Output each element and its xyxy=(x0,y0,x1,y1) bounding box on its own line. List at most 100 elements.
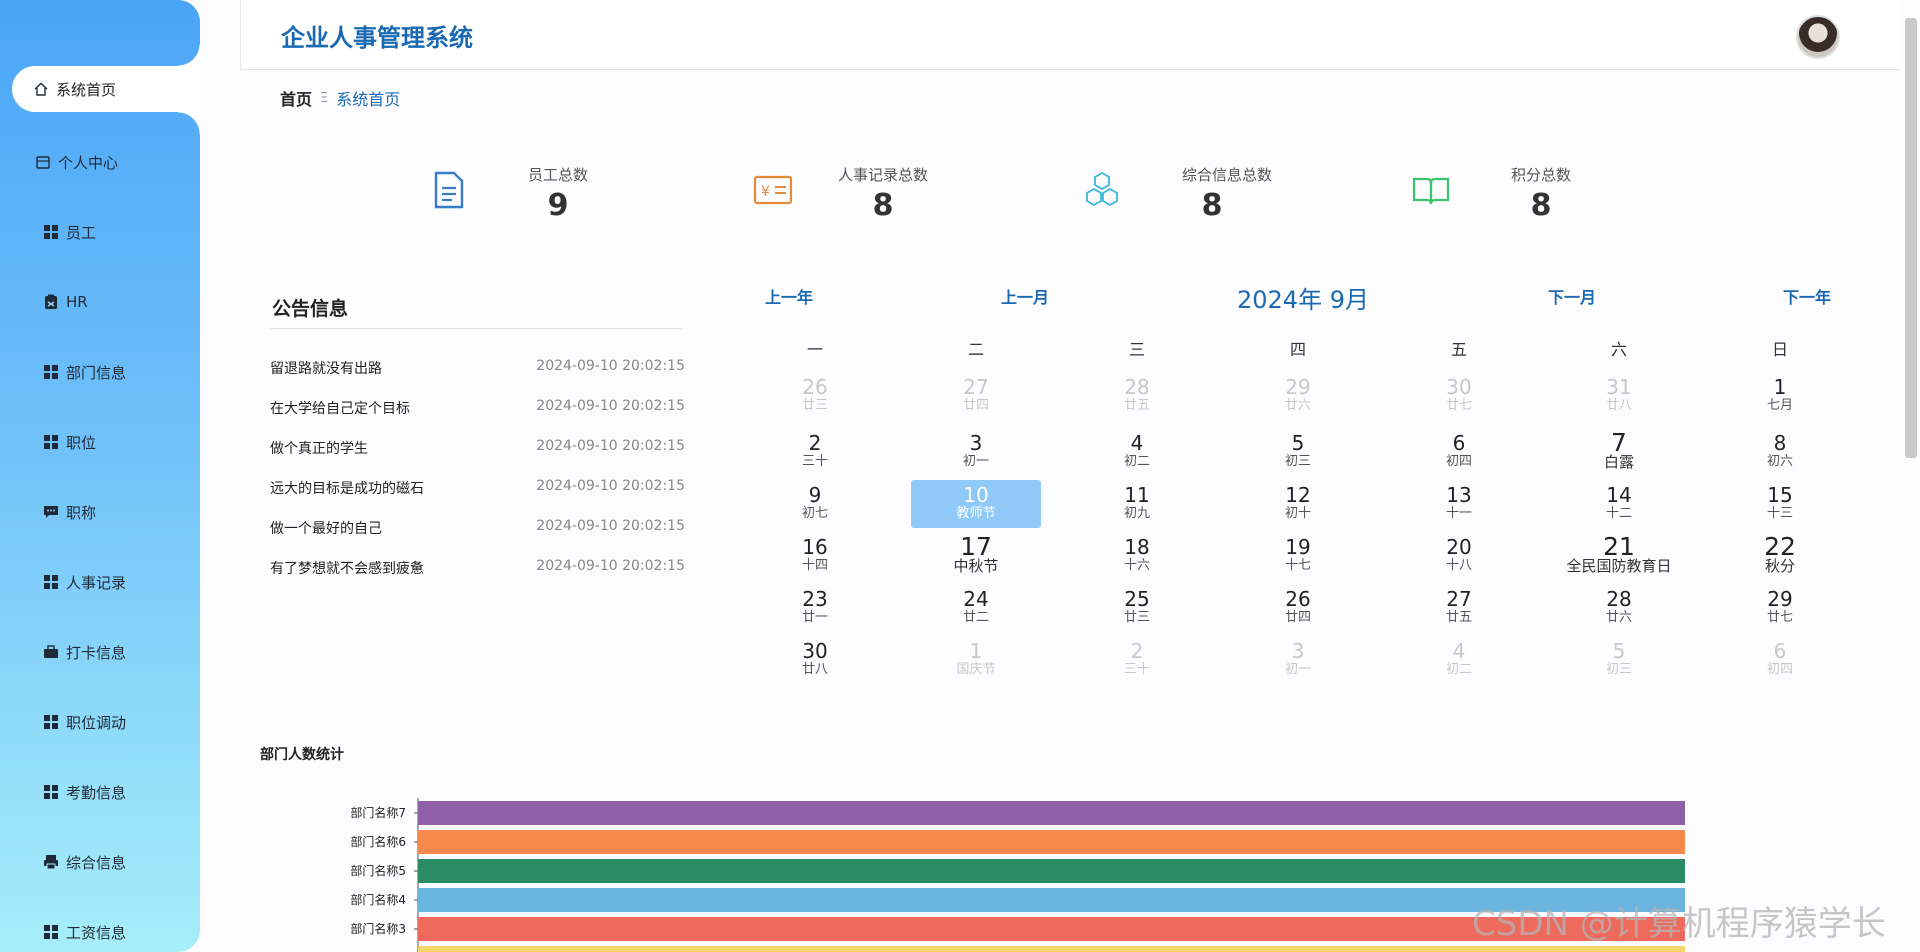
sidebar-item-label: 打卡信息 xyxy=(66,643,127,662)
calendar-day[interactable]: 17 中秋节 xyxy=(911,532,1041,580)
notice-item[interactable]: 留退路就没有出路 2024-09-10 20:02:15 xyxy=(270,358,685,398)
sidebar-item-label: 工资信息 xyxy=(66,923,127,942)
calendar-day[interactable]: 3 初一 xyxy=(911,428,1041,476)
calendar-day[interactable]: 29 廿六 xyxy=(1233,372,1363,420)
calendar-day[interactable]: 8 初六 xyxy=(1715,428,1845,476)
calendar-day-lunar: 廿五 xyxy=(1445,610,1472,625)
calendar-day-number: 2 xyxy=(808,431,822,455)
calendar-next-year-button[interactable]: 下一年 xyxy=(1783,288,1832,307)
calendar-day[interactable]: 4 初二 xyxy=(1072,428,1202,476)
notice-item[interactable]: 远大的目标是成功的磁石 2024-09-10 20:02:15 xyxy=(270,478,685,518)
sidebar-item-1[interactable]: 系统首页 xyxy=(12,44,200,134)
chart-category-label: 部门名称7 xyxy=(350,805,406,820)
sidebar-item-4[interactable]: HR xyxy=(0,282,200,322)
watermark: CSDN @计算机程序猿学长 xyxy=(1472,904,1886,944)
sidebar-item-8[interactable]: 人事记录 xyxy=(0,562,200,602)
calendar-day[interactable]: 30 廿七 xyxy=(1394,372,1524,420)
grid-icon xyxy=(42,223,60,241)
breadcrumb-current: 系统首页 xyxy=(336,90,401,109)
calendar-day[interactable]: 14 十二 xyxy=(1554,480,1684,528)
calendar-next-month-button[interactable]: 下一月 xyxy=(1548,288,1597,307)
chart-category-label: 部门名称4 xyxy=(350,892,406,907)
calendar-day[interactable]: 6 初四 xyxy=(1394,428,1524,476)
calendar-day[interactable]: 2 三十 xyxy=(750,428,880,476)
sidebar-item-3[interactable]: 员工 xyxy=(0,212,200,252)
calendar-day[interactable]: 10 教师节 xyxy=(911,480,1041,528)
calendar-day[interactable]: 28 廿六 xyxy=(1554,584,1684,632)
calendar-day[interactable]: 26 廿四 xyxy=(1233,584,1363,632)
avatar[interactable] xyxy=(1796,15,1840,59)
calendar-day[interactable]: 12 初十 xyxy=(1233,480,1363,528)
notice-item[interactable]: 在大学给自己定个目标 2024-09-10 20:02:15 xyxy=(270,398,685,438)
calendar-day[interactable]: 24 廿二 xyxy=(911,584,1041,632)
calendar-day[interactable]: 26 廿三 xyxy=(750,372,880,420)
notice-list: 留退路就没有出路 2024-09-10 20:02:15 在大学给自己定个目标 202… xyxy=(270,358,685,598)
notice-item[interactable]: 有了梦想就不会感到疲惫 2024-09-10 20:02:15 xyxy=(270,558,685,598)
sidebar-item-11[interactable]: 考勤信息 xyxy=(0,772,200,812)
calendar-day-number: 19 xyxy=(1285,535,1311,559)
calendar-day[interactable]: 3 初一 xyxy=(1233,636,1363,684)
calendar-day[interactable]: 16 十四 xyxy=(750,532,880,580)
calendar-day[interactable]: 22 秋分 xyxy=(1715,532,1845,580)
calendar-day[interactable]: 27 廿四 xyxy=(911,372,1041,420)
calendar-day[interactable]: 29 廿七 xyxy=(1715,584,1845,632)
calendar-day-number: 4 xyxy=(1130,431,1144,455)
notice-item[interactable]: 做一个最好的自己 2024-09-10 20:02:15 xyxy=(270,518,685,558)
sidebar-item-2[interactable]: 个人中心 xyxy=(0,142,200,182)
calendar-day[interactable]: 28 廿五 xyxy=(1072,372,1202,420)
calendar-day[interactable]: 6 初四 xyxy=(1715,636,1845,684)
calendar-day[interactable]: 4 初二 xyxy=(1394,636,1524,684)
calendar-day-number: 15 xyxy=(1767,483,1793,507)
calendar-day-number: 3 xyxy=(969,431,983,455)
calendar-day[interactable]: 9 初七 xyxy=(750,480,880,528)
calendar-day[interactable]: 21 全民国防教育日 xyxy=(1554,532,1684,580)
calendar-day[interactable]: 19 十七 xyxy=(1233,532,1363,580)
calendar-prev-month-button[interactable]: 上一月 xyxy=(1001,288,1050,307)
calendar-day[interactable]: 30 廿八 xyxy=(750,636,880,684)
calendar-day[interactable]: 13 十一 xyxy=(1394,480,1524,528)
calendar-day[interactable]: 2 三十 xyxy=(1072,636,1202,684)
sidebar-item-5[interactable]: 部门信息 xyxy=(0,352,200,392)
sidebar-item-13[interactable]: 工资信息 xyxy=(0,912,200,952)
notice-item[interactable]: 做个真正的学生 2024-09-10 20:02:15 xyxy=(270,438,685,478)
printer-icon xyxy=(42,853,60,871)
yen-icon: ¥ xyxy=(753,170,793,210)
calendar-day[interactable]: 23 廿一 xyxy=(750,584,880,632)
stat-label: 积分总数 xyxy=(1511,166,1572,184)
calendar-day-number: 24 xyxy=(963,587,989,611)
calendar-day[interactable]: 1 七月 xyxy=(1715,372,1845,420)
calendar-day[interactable]: 11 初九 xyxy=(1072,480,1202,528)
calendar-day[interactable]: 7 白露 xyxy=(1554,428,1684,476)
calendar-day-lunar: 廿七 xyxy=(1445,398,1472,413)
sidebar-item-7[interactable]: 职称 xyxy=(0,492,200,532)
breadcrumb: 首页 Ξ 系统首页 xyxy=(280,86,400,110)
calendar-day-lunar: 十一 xyxy=(1445,506,1472,521)
calendar-day-number: 14 xyxy=(1606,483,1632,507)
calendar-day[interactable]: 27 廿五 xyxy=(1394,584,1524,632)
calendar-day[interactable]: 25 廿三 xyxy=(1072,584,1202,632)
calendar-day[interactable]: 5 初三 xyxy=(1554,636,1684,684)
sidebar-item-10[interactable]: 职位调动 xyxy=(0,702,200,742)
breadcrumb-home[interactable]: 首页 xyxy=(280,90,313,109)
calendar-day[interactable]: 18 十六 xyxy=(1072,532,1202,580)
calendar-day-lunar: 初九 xyxy=(1123,506,1150,521)
calendar-day-number: 1 xyxy=(1773,375,1787,399)
sidebar-item-6[interactable]: 职位 xyxy=(0,422,200,462)
calendar-day[interactable]: 20 十八 xyxy=(1394,532,1524,580)
sidebar-item-9[interactable]: 打卡信息 xyxy=(0,632,200,672)
scrollbar[interactable] xyxy=(1905,18,1917,458)
calendar-day-lunar: 白露 xyxy=(1603,453,1634,471)
calendar-day-lunar: 初三 xyxy=(1284,454,1311,469)
calendar-day-number: 16 xyxy=(802,535,828,559)
calendar-day-lunar: 中秋节 xyxy=(953,557,999,575)
calendar-day[interactable]: 5 初三 xyxy=(1233,428,1363,476)
calendar-day[interactable]: 15 十三 xyxy=(1715,480,1845,528)
calendar-day[interactable]: 1 国庆节 xyxy=(911,636,1041,684)
calendar-day-lunar: 廿三 xyxy=(1123,610,1150,625)
calendar-day-lunar: 廿八 xyxy=(801,662,828,677)
sidebar-item-12[interactable]: 综合信息 xyxy=(0,842,200,882)
calendar-prev-year-button[interactable]: 上一年 xyxy=(765,288,814,307)
calendar-day-number: 6 xyxy=(1452,431,1466,455)
calendar-day[interactable]: 31 廿八 xyxy=(1554,372,1684,420)
